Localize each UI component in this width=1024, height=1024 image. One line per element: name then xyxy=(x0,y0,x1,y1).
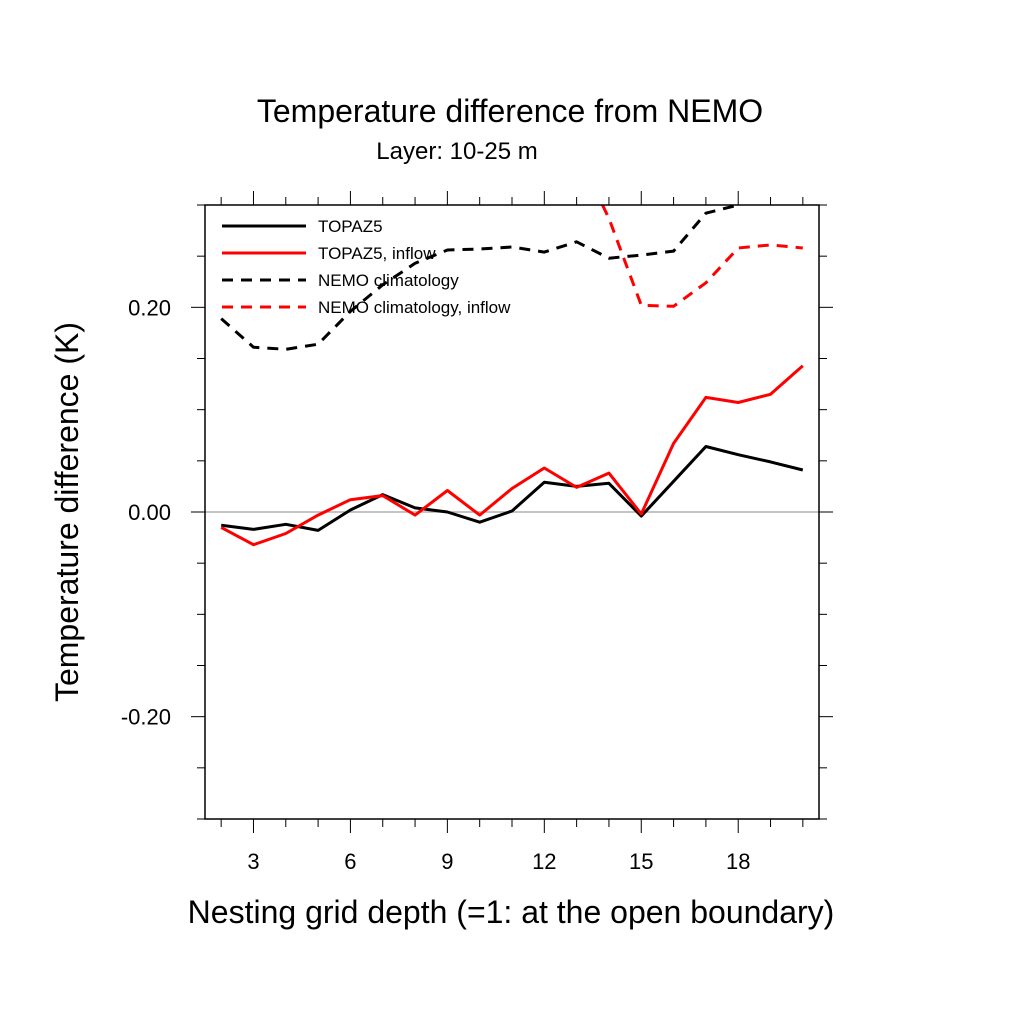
x-tick-label: 9 xyxy=(441,849,453,874)
x-axis-label: Nesting grid depth (=1: at the open boun… xyxy=(188,894,835,930)
series-line-0 xyxy=(221,445,804,532)
series-line-1 xyxy=(220,364,804,547)
legend-label-2: NEMO climatology xyxy=(318,271,459,290)
chart-subtitle: Layer: 10-25 m xyxy=(376,138,537,165)
x-tick-label: 3 xyxy=(247,849,259,874)
x-tick-label: 18 xyxy=(726,849,750,874)
legend-label-3: NEMO climatology, inflow xyxy=(318,298,511,317)
legend-label-1: TOPAZ5, inflow xyxy=(318,244,436,263)
axis-ticks xyxy=(191,191,833,833)
legend-label-0: TOPAZ5 xyxy=(318,217,383,236)
tick-labels: 3 6 9 12 15 18 -0.20 0.00 0.20 xyxy=(121,295,751,874)
series-line-2 xyxy=(220,205,739,351)
y-tick-label: 0.00 xyxy=(128,500,171,525)
y-axis-label: Temperature difference (K) xyxy=(49,322,85,702)
series-line-3 xyxy=(601,205,803,308)
x-tick-label: 12 xyxy=(532,849,556,874)
x-tick-label: 6 xyxy=(344,849,356,874)
legend: TOPAZ5 TOPAZ5, inflow NEMO climatology NEMO… xyxy=(222,217,511,317)
series-group xyxy=(220,205,804,547)
chart-title: Temperature difference from NEMO xyxy=(257,93,763,129)
x-tick-label: 15 xyxy=(629,849,653,874)
y-tick-label: -0.20 xyxy=(121,705,171,730)
y-tick-label: 0.20 xyxy=(128,295,171,320)
